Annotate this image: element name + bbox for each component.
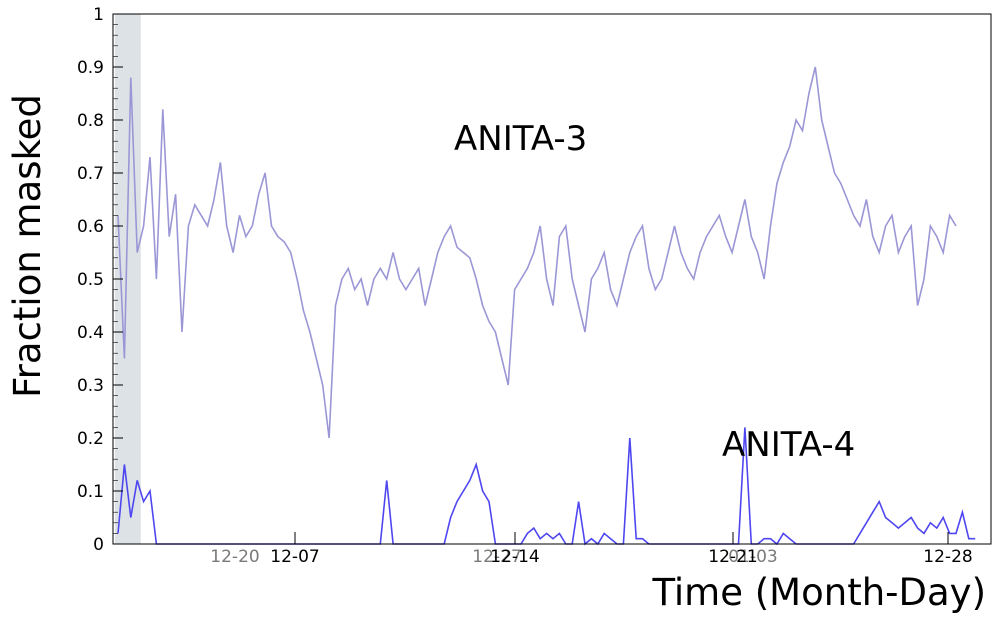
y-tick-label: 0.1: [77, 482, 104, 502]
anita3-series-layer: [117, 66, 957, 439]
y-tick-label: 0.7: [77, 164, 104, 184]
x-tick-label-anita3: 12-20: [210, 547, 259, 567]
y-tick-label: 0.4: [77, 323, 104, 343]
y-tick-label: 0.6: [77, 217, 104, 237]
anita4-label: ANITA-4: [722, 425, 855, 465]
y-axis-title: Fraction masked: [6, 94, 49, 398]
x-tick-label-anita4: 12-21: [708, 547, 757, 567]
x-tick-label-anita4: 12-28: [923, 547, 972, 567]
x-tick-label-anita3: 01-03: [728, 547, 777, 567]
tick-layer: 0 0.1 0.2 0.3 0.4 0.5 0.6 0.7 0.8 0.9 1 12-20 12-27 0…: [77, 5, 973, 567]
anita3-label: ANITA-3: [454, 119, 587, 159]
x-tick-label-anita4: 12-14: [490, 547, 539, 567]
anita3-line: [117, 66, 957, 439]
y-tick-label: 0: [93, 535, 104, 555]
x-axis-title: Time (Month-Day): [651, 571, 986, 614]
y-tick-label: 0.9: [77, 58, 104, 78]
y-tick-label: 0.3: [77, 376, 104, 396]
y-tick-label: 1: [93, 5, 104, 25]
y-tick-label: 0.5: [77, 270, 104, 290]
x-tick-label-anita4: 12-07: [270, 547, 319, 567]
x-tick-label-anita3: 12-27: [472, 547, 521, 567]
y-tick-label: 0.8: [77, 111, 104, 131]
y-tick-label: 0.2: [77, 429, 104, 449]
